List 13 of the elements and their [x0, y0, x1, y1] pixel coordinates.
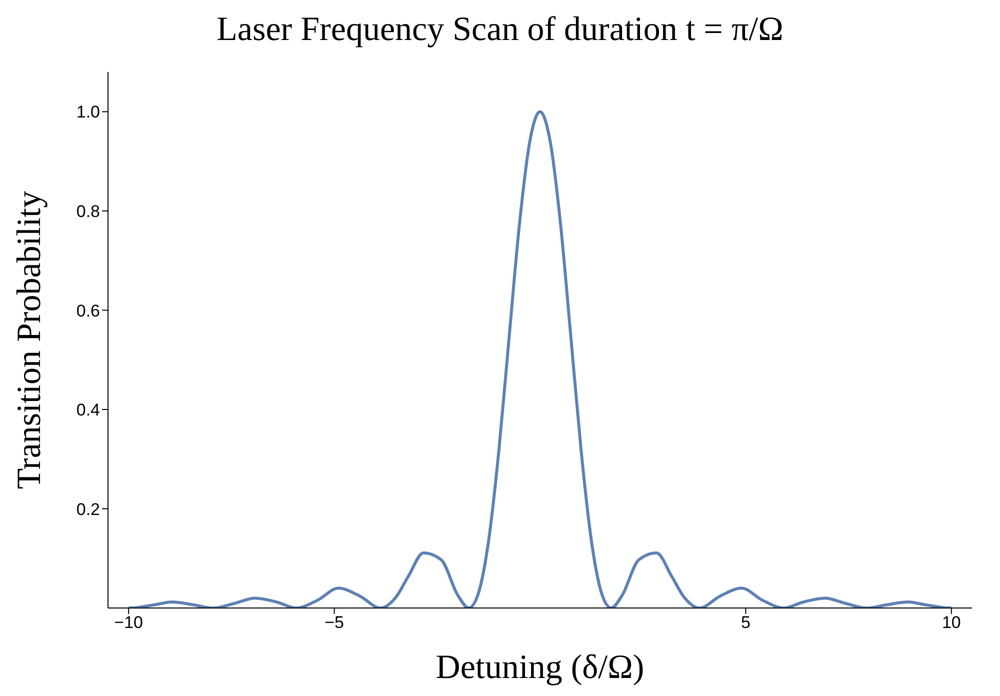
- y-tick-label: 0.8: [76, 202, 100, 221]
- x-tick-label: 5: [740, 613, 750, 632]
- y-tick-label: 0.6: [76, 301, 100, 320]
- x-tick-label: 10: [942, 613, 961, 632]
- y-tick-label: 0.2: [76, 500, 100, 519]
- y-tick-label: 0.4: [76, 400, 100, 420]
- line-series: [127, 110, 953, 608]
- chart-title: Laser Frequency Scan of duration t = π/Ω: [216, 10, 784, 50]
- y-axis-title: Transition Probability: [11, 190, 48, 490]
- y-tick-label: 1.0: [76, 102, 100, 122]
- x-tick-label: −10: [114, 613, 143, 632]
- x-axis-title: Detuning (δ/Ω): [436, 649, 644, 686]
- x-tick-label: −5: [324, 613, 344, 632]
